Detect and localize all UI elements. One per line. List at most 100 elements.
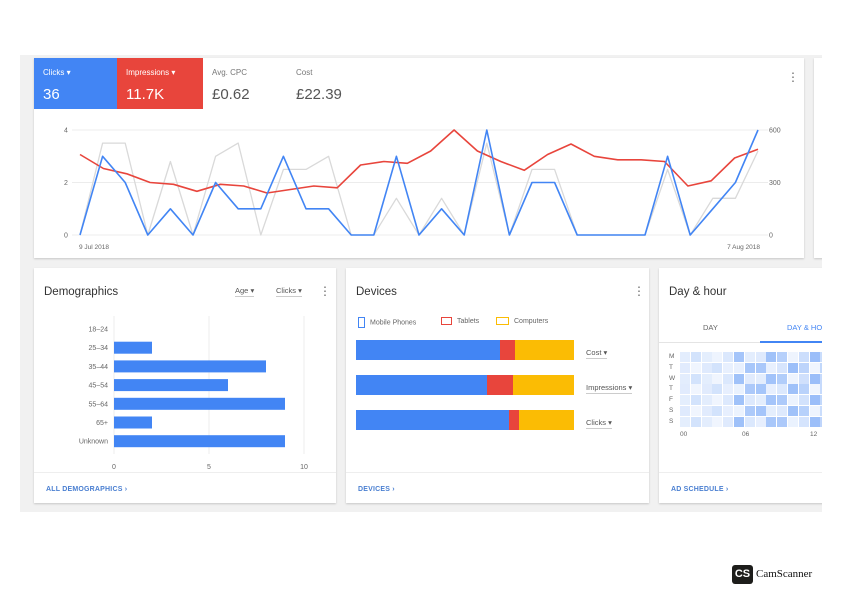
heatmap-cell[interactable] bbox=[755, 395, 766, 406]
heatmap-cell[interactable] bbox=[680, 384, 690, 395]
heatmap-cell[interactable] bbox=[701, 395, 712, 406]
heatmap-cell[interactable] bbox=[680, 373, 690, 384]
heatmap-cell[interactable] bbox=[701, 416, 712, 427]
heatmap-cell[interactable] bbox=[809, 362, 820, 373]
heatmap-cell[interactable] bbox=[809, 352, 820, 362]
legend-mobile-phones[interactable]: Mobile Phones bbox=[358, 317, 416, 328]
heatmap-cell[interactable] bbox=[820, 416, 822, 427]
heatmap-cell[interactable] bbox=[744, 406, 755, 416]
age-dropdown[interactable]: Age ▾ bbox=[235, 286, 255, 297]
heatmap-cell[interactable] bbox=[712, 352, 723, 362]
clicks-metric-tile[interactable]: Clicks ▾ 36 bbox=[34, 58, 117, 109]
heatmap-cell[interactable] bbox=[723, 352, 734, 362]
heatmap-cell[interactable] bbox=[690, 406, 701, 416]
heatmap-cell[interactable] bbox=[798, 406, 809, 416]
heatmap-cell[interactable] bbox=[820, 352, 822, 362]
heatmap-cell[interactable] bbox=[766, 416, 777, 427]
heatmap-cell[interactable] bbox=[712, 362, 723, 373]
avg-cpc-metric-tile[interactable]: Avg. CPC £0.62 bbox=[203, 58, 287, 109]
heatmap-cell[interactable] bbox=[766, 352, 777, 362]
heatmap-cell[interactable] bbox=[712, 373, 723, 384]
heatmap-cell[interactable] bbox=[723, 362, 734, 373]
heatmap-cell[interactable] bbox=[766, 395, 777, 406]
device-stacked-bar[interactable] bbox=[356, 340, 574, 360]
heatmap-cell[interactable] bbox=[680, 352, 690, 362]
heatmap-cell[interactable] bbox=[809, 384, 820, 395]
age-bar[interactable] bbox=[114, 435, 285, 448]
clicks-dropdown[interactable]: Clicks ▾ bbox=[586, 418, 612, 429]
more-options-icon[interactable]: ⋮ bbox=[633, 284, 645, 298]
heatmap-cell[interactable] bbox=[712, 395, 723, 406]
heatmap-cell[interactable] bbox=[788, 384, 798, 395]
heatmap-cell[interactable] bbox=[744, 352, 755, 362]
heatmap-cell[interactable] bbox=[809, 395, 820, 406]
heatmap-cell[interactable] bbox=[777, 406, 788, 416]
heatmap-cell[interactable] bbox=[723, 395, 734, 406]
heatmap-cell[interactable] bbox=[788, 416, 798, 427]
age-bar[interactable] bbox=[114, 397, 285, 410]
heatmap-cell[interactable] bbox=[734, 384, 744, 395]
heatmap-cell[interactable] bbox=[744, 384, 755, 395]
cost-dropdown[interactable]: Cost ▾ bbox=[586, 348, 608, 359]
heatmap-cell[interactable] bbox=[723, 384, 734, 395]
heatmap-cell[interactable] bbox=[766, 373, 777, 384]
heatmap-cell[interactable] bbox=[798, 373, 809, 384]
heatmap-cell[interactable] bbox=[798, 395, 809, 406]
metric-dropdown[interactable]: Clicks ▾ bbox=[276, 286, 302, 297]
heatmap-cell[interactable] bbox=[690, 373, 701, 384]
heatmap-cell[interactable] bbox=[734, 406, 744, 416]
heatmap-cell[interactable] bbox=[820, 406, 822, 416]
heatmap-cell[interactable] bbox=[701, 406, 712, 416]
heatmap-cell[interactable] bbox=[766, 384, 777, 395]
heatmap-cell[interactable] bbox=[712, 406, 723, 416]
tab-day-hour[interactable]: DAY & HOUR bbox=[787, 323, 822, 332]
heatmap-cell[interactable] bbox=[798, 362, 809, 373]
heatmap-cell[interactable] bbox=[777, 416, 788, 427]
all-demographics-link[interactable]: ALL DEMOGRAPHICS › bbox=[46, 486, 127, 493]
heatmap-cell[interactable] bbox=[690, 352, 701, 362]
heatmap-cell[interactable] bbox=[734, 416, 744, 427]
heatmap-cell[interactable] bbox=[788, 406, 798, 416]
legend-tablets[interactable]: Tablets bbox=[441, 317, 479, 325]
tab-day[interactable]: DAY bbox=[703, 323, 718, 332]
heatmap-cell[interactable] bbox=[820, 395, 822, 406]
cost-metric-tile[interactable]: Cost £22.39 bbox=[287, 58, 371, 109]
heatmap-cell[interactable] bbox=[766, 362, 777, 373]
more-options-icon[interactable]: ⋮ bbox=[319, 284, 331, 298]
heatmap-cell[interactable] bbox=[723, 373, 734, 384]
heatmap-cell[interactable] bbox=[820, 373, 822, 384]
heatmap-cell[interactable] bbox=[798, 352, 809, 362]
heatmap-cell[interactable] bbox=[701, 352, 712, 362]
device-stacked-bar[interactable] bbox=[356, 410, 574, 430]
heatmap-cell[interactable] bbox=[701, 384, 712, 395]
heatmap-cell[interactable] bbox=[744, 416, 755, 427]
more-options-icon[interactable]: ⋮ bbox=[787, 70, 799, 84]
heatmap-cell[interactable] bbox=[755, 416, 766, 427]
heatmap-cell[interactable] bbox=[701, 362, 712, 373]
heatmap-cell[interactable] bbox=[777, 352, 788, 362]
heatmap-cell[interactable] bbox=[809, 406, 820, 416]
device-stacked-bar[interactable] bbox=[356, 375, 574, 395]
heatmap-cell[interactable] bbox=[788, 352, 798, 362]
heatmap-cell[interactable] bbox=[755, 406, 766, 416]
age-bar[interactable] bbox=[114, 416, 152, 429]
heatmap-cell[interactable] bbox=[734, 362, 744, 373]
age-bar[interactable] bbox=[114, 341, 152, 354]
impressions-metric-tile[interactable]: Impressions ▾ 11.7K bbox=[117, 58, 203, 109]
age-bar[interactable] bbox=[114, 379, 228, 392]
heatmap-cell[interactable] bbox=[690, 384, 701, 395]
heatmap-cell[interactable] bbox=[680, 362, 690, 373]
heatmap-cell[interactable] bbox=[723, 406, 734, 416]
heatmap-cell[interactable] bbox=[788, 395, 798, 406]
heatmap-cell[interactable] bbox=[755, 373, 766, 384]
heatmap-cell[interactable] bbox=[680, 416, 690, 427]
age-bar[interactable] bbox=[114, 360, 266, 373]
heatmap-cell[interactable] bbox=[809, 373, 820, 384]
legend-computers[interactable]: Computers bbox=[496, 317, 548, 325]
heatmap-cell[interactable] bbox=[744, 373, 755, 384]
heatmap-cell[interactable] bbox=[744, 395, 755, 406]
heatmap-cell[interactable] bbox=[766, 406, 777, 416]
heatmap-cell[interactable] bbox=[820, 384, 822, 395]
heatmap-cell[interactable] bbox=[723, 416, 734, 427]
heatmap-cell[interactable] bbox=[734, 352, 744, 362]
